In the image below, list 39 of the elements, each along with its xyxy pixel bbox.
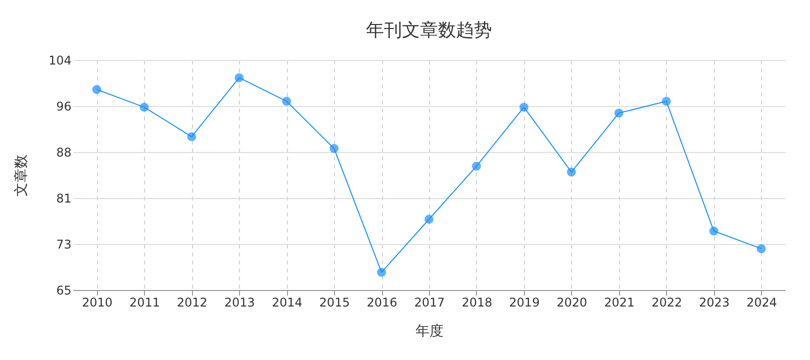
chart-title: 年刊文章数趋势 (366, 20, 492, 41)
y-tick-label: 65 (56, 284, 72, 298)
point (187, 132, 196, 142)
point (662, 96, 671, 106)
x-tick-label: 2021 (604, 296, 635, 310)
point (282, 96, 292, 106)
point (756, 244, 766, 254)
x-tick-label: 2022 (652, 296, 682, 310)
x-tick-label: 2020 (556, 296, 588, 310)
point (424, 214, 434, 224)
y-tick-label: 104 (48, 54, 72, 68)
point (330, 144, 339, 153)
x-tick-label: 2019 (509, 296, 540, 310)
point (709, 226, 718, 236)
x-tick-label: 2015 (319, 296, 350, 310)
x-tick-label: 2011 (129, 296, 160, 310)
point (566, 168, 576, 177)
point (377, 268, 386, 277)
x-tick-label: 2016 (366, 296, 398, 310)
y-tick-label: 73 (56, 238, 72, 252)
point (140, 102, 149, 112)
point (234, 73, 244, 82)
x-tick-label: 2023 (699, 296, 730, 310)
x-tick-label: 2014 (272, 296, 302, 310)
x-tick-label: 2017 (414, 296, 445, 310)
x-tick-label: 2018 (462, 296, 492, 310)
point (472, 162, 481, 171)
x-axis-title: 年度 (416, 324, 444, 340)
point (614, 108, 624, 118)
x-tick-label: 2013 (224, 296, 255, 310)
y-tick-label: 96 (56, 100, 72, 114)
y-tick-label: 81 (56, 192, 72, 206)
point (92, 85, 102, 94)
x-tick-label: 2010 (82, 296, 113, 310)
y-tick-label: 88 (56, 146, 72, 160)
x-tick-label: 2012 (176, 296, 208, 310)
point (519, 102, 528, 112)
y-axis-title: 文章数 (14, 154, 30, 196)
x-tick-label: 2024 (746, 296, 778, 310)
